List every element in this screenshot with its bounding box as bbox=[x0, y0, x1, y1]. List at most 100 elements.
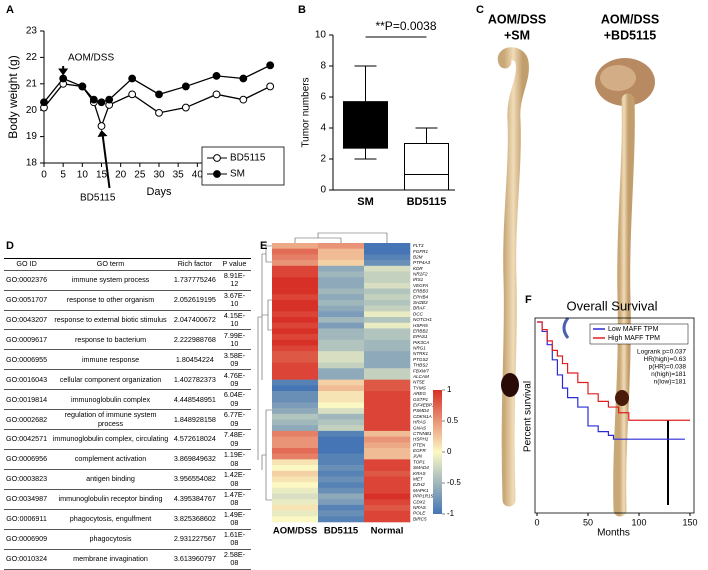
heatmap-cell bbox=[318, 288, 365, 295]
gene-label: CTNNB1 bbox=[413, 431, 432, 436]
table-cell: 7.48E-09 bbox=[217, 429, 251, 451]
gene-label: TOP1 bbox=[413, 459, 425, 464]
heatmap-cell bbox=[272, 277, 319, 284]
page: {"panel_labels": ["A", "B", "C", "D", "E… bbox=[4, 3, 698, 570]
mark bbox=[562, 317, 570, 339]
heatmap-cell bbox=[364, 504, 411, 511]
point bbox=[89, 95, 98, 104]
table-row: GO:0002682 regulation of immune system pr… bbox=[4, 409, 251, 431]
heatmap-cell bbox=[364, 288, 411, 295]
point bbox=[128, 90, 137, 99]
heatmap-cell bbox=[318, 339, 365, 346]
photo-label: AOM/DSS bbox=[601, 12, 659, 26]
y-axis-title: Tumor numbers bbox=[301, 77, 312, 147]
gene-label: KDR bbox=[413, 266, 423, 271]
table-cell: 1.19E-08 bbox=[217, 449, 251, 471]
heatmap-cell bbox=[272, 402, 319, 409]
heatmap-cell bbox=[364, 265, 411, 272]
table-cell: GO:0002376 bbox=[4, 269, 50, 291]
point bbox=[40, 98, 48, 107]
table-cell: GO:0043207 bbox=[4, 309, 50, 331]
gene-label: NOTCH1 bbox=[413, 317, 432, 322]
column-label: BD5115 bbox=[324, 526, 359, 537]
heatmap-cell bbox=[272, 260, 319, 267]
x-tick-label: 100 bbox=[631, 517, 646, 527]
heatmap-cell bbox=[272, 436, 319, 443]
table-cell: 2.222988768 bbox=[171, 329, 218, 351]
heatmap-cell bbox=[318, 430, 365, 437]
box bbox=[343, 101, 388, 149]
colorbar bbox=[433, 390, 442, 514]
heatmap-cell bbox=[272, 430, 319, 437]
table-cell: 1.737775246 bbox=[171, 269, 218, 291]
heatmap-cell bbox=[364, 510, 411, 517]
y-tick-label: 4 bbox=[320, 123, 326, 134]
heatmap-cell bbox=[272, 334, 319, 341]
heatmap-cell bbox=[318, 493, 365, 500]
heatmap-cell bbox=[318, 476, 365, 483]
heatmap-cell bbox=[364, 430, 411, 437]
table-cell: 1.80454224 bbox=[171, 349, 218, 371]
point bbox=[155, 90, 163, 99]
heatmap-cell bbox=[272, 504, 319, 511]
heatmap-cell bbox=[364, 493, 411, 500]
table-cell: GO:0006909 bbox=[4, 528, 50, 550]
y-tick-label: 2 bbox=[320, 154, 326, 165]
y-tick-label: 0 bbox=[320, 185, 326, 196]
heatmap-cell bbox=[364, 322, 411, 329]
heatmap-cell bbox=[272, 396, 319, 403]
x-tick-label: 10 bbox=[77, 170, 89, 181]
table-cell: immune response bbox=[49, 349, 172, 371]
heatmap-cell bbox=[318, 299, 365, 306]
heatmap-cell bbox=[318, 277, 365, 284]
y-tick-label: 19 bbox=[26, 131, 38, 142]
heatmap-cell bbox=[272, 328, 319, 335]
panel-label: C bbox=[476, 4, 484, 16]
table-cell: phagocytosis, engulfment bbox=[49, 508, 172, 530]
gene-label: PTP4A3 bbox=[413, 260, 431, 265]
heatmap-cell bbox=[318, 396, 365, 403]
heatmap-cell bbox=[318, 362, 365, 369]
annotation: p(HR)=0.038 bbox=[649, 364, 687, 371]
heatmap-cell bbox=[272, 516, 319, 523]
survival-curve bbox=[537, 321, 690, 421]
heatmap-cell bbox=[318, 317, 365, 324]
gene-label: GNAS bbox=[413, 425, 427, 430]
gene-label: EIF4EBP1 bbox=[413, 402, 435, 407]
heatmap-cell bbox=[272, 453, 319, 460]
heatmap-cell bbox=[364, 271, 411, 278]
arrow-head bbox=[58, 68, 69, 76]
heatmap-cell bbox=[272, 510, 319, 517]
heatmap-cell bbox=[272, 419, 319, 426]
heatmap-cell bbox=[272, 311, 319, 318]
gene-label: NRAS bbox=[413, 505, 427, 510]
arrow bbox=[101, 133, 111, 189]
heatmap-cell bbox=[318, 373, 365, 380]
heatmap-cell bbox=[364, 260, 411, 267]
heatmap-cell bbox=[318, 368, 365, 375]
heatmap-cell bbox=[272, 470, 319, 477]
table-cell: GO:0002682 bbox=[4, 409, 50, 431]
heatmap-cell bbox=[318, 385, 365, 392]
heatmap-cell bbox=[272, 385, 319, 392]
gene-label: JUN bbox=[412, 454, 423, 459]
heatmap-cell bbox=[318, 499, 365, 506]
heatmap-cell bbox=[364, 402, 411, 409]
photo-label: AOM/DSS bbox=[488, 12, 546, 26]
heatmap-cell bbox=[318, 465, 365, 472]
gene-label: HRAS bbox=[413, 420, 427, 425]
colon-bd5115 bbox=[613, 93, 635, 517]
heatmap-cell bbox=[272, 408, 319, 415]
heatmap-cell bbox=[272, 356, 319, 363]
heatmap-cell bbox=[272, 391, 319, 398]
heatmap-cell bbox=[318, 243, 365, 249]
x-tick-label: 0 bbox=[534, 517, 539, 527]
table-cell: 6.77E-09 bbox=[217, 409, 251, 431]
heatmap-cell bbox=[272, 482, 319, 489]
x-tick-label: 0 bbox=[41, 170, 47, 181]
point bbox=[155, 108, 163, 117]
heatmap-cell bbox=[272, 299, 319, 306]
heatmap-cell bbox=[318, 487, 365, 494]
survival-curve bbox=[537, 321, 685, 440]
heatmap-cell bbox=[272, 265, 319, 272]
